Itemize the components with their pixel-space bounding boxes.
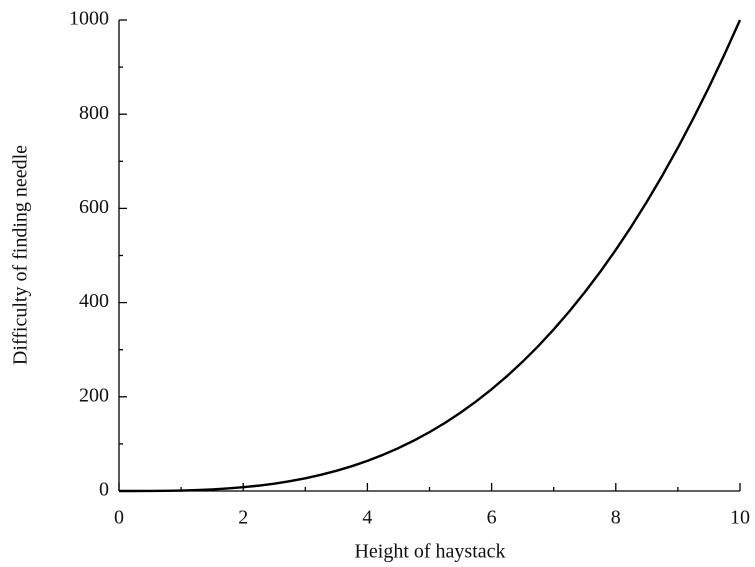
line-series xyxy=(119,19,742,493)
y-tick-label: 400 xyxy=(79,290,109,312)
y-tick-label: 600 xyxy=(79,196,109,218)
y-tick-label: 0 xyxy=(99,479,109,501)
x-tick-label: 4 xyxy=(362,507,372,529)
x-tick-label: 10 xyxy=(730,507,750,529)
x-tick-label: 6 xyxy=(487,507,497,529)
y-axis-title: Difficulty of finding needle xyxy=(10,145,32,365)
x-tick-label: 2 xyxy=(238,507,248,529)
y-tick-label: 200 xyxy=(79,384,109,406)
y-tick-label: 800 xyxy=(79,102,109,124)
x-tick-label: 8 xyxy=(611,507,621,529)
y-tick-label: 1000 xyxy=(69,8,109,30)
x-tick-label: 0 xyxy=(114,507,124,529)
x-axis-title: Height of haystack xyxy=(354,541,505,563)
